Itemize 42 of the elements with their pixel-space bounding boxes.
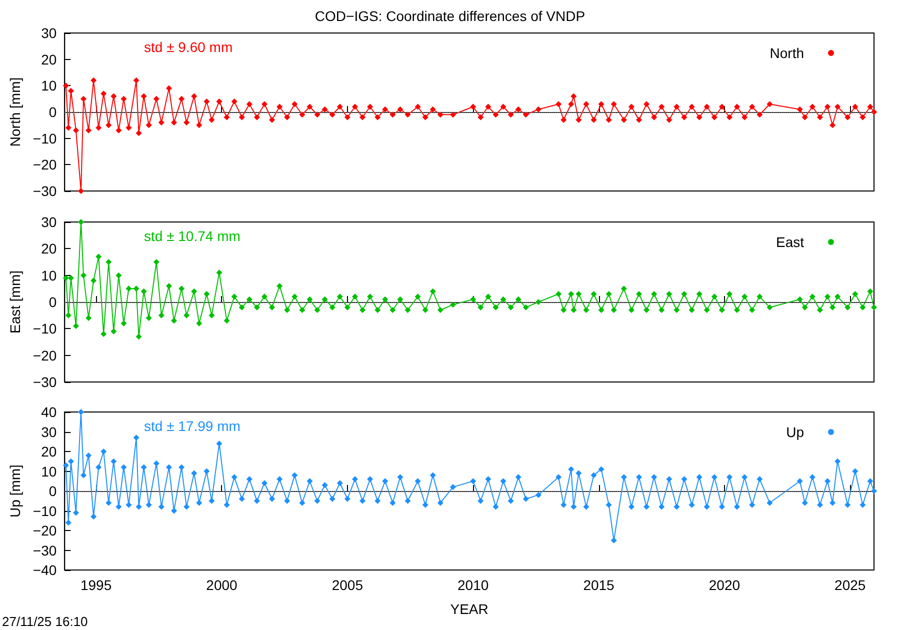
annotation: std ± 10.74 mm bbox=[144, 228, 240, 244]
y-tick-label: 0 bbox=[48, 483, 57, 499]
x-tick-label: 2010 bbox=[458, 577, 489, 593]
y-axis-title: East [mm] bbox=[7, 270, 23, 334]
y-tick-label: −30 bbox=[32, 542, 57, 558]
y-tick-label: 30 bbox=[41, 214, 57, 230]
y-tick-label: −20 bbox=[32, 347, 57, 364]
y-tick-label: 10 bbox=[41, 267, 57, 284]
y-tick-label: 20 bbox=[41, 240, 57, 257]
x-tick-label: 2005 bbox=[332, 577, 364, 593]
text: 27/11/25 16:10 bbox=[2, 614, 88, 629]
y-tick-label: 10 bbox=[41, 78, 57, 94]
y-axis-title: Up [mm] bbox=[7, 464, 23, 518]
legend-label: Up bbox=[786, 424, 804, 440]
x-tick-label: 2015 bbox=[583, 577, 615, 593]
y-tick-label: 20 bbox=[41, 444, 57, 460]
y-tick-label: −20 bbox=[32, 522, 57, 538]
y-tick-label: 10 bbox=[41, 463, 57, 480]
y-tick-label: −10 bbox=[32, 130, 57, 146]
y-tick-label: 20 bbox=[41, 51, 57, 68]
legend-label: East bbox=[776, 234, 804, 250]
chart-title: COD−IGS: Coordinate differences of VNDP bbox=[314, 8, 586, 24]
annotation: std ± 9.60 mm bbox=[144, 39, 233, 55]
y-tick-label: −10 bbox=[32, 502, 57, 519]
y-axis-title: North [mm] bbox=[7, 77, 23, 147]
y-tick-label: −30 bbox=[32, 374, 57, 390]
x-tick-label: 1995 bbox=[80, 577, 112, 593]
annotation: std ± 17.99 mm bbox=[144, 418, 240, 434]
y-tick-label: 40 bbox=[41, 404, 57, 420]
y-tick-label: −20 bbox=[32, 156, 57, 173]
y-tick-label: 0 bbox=[48, 104, 57, 120]
x-tick-label: 2000 bbox=[206, 577, 238, 593]
x-tick-label: 2025 bbox=[834, 577, 866, 593]
y-tick-label: −10 bbox=[32, 320, 57, 337]
x-axis-title: YEAR bbox=[450, 601, 488, 617]
y-tick-label: 30 bbox=[41, 424, 57, 440]
y-tick-label: 0 bbox=[48, 294, 57, 310]
x-tick-label: 2020 bbox=[708, 577, 740, 593]
legend-label: North bbox=[770, 45, 804, 61]
y-tick-label: 30 bbox=[41, 25, 57, 41]
y-tick-label: −40 bbox=[32, 562, 57, 578]
y-tick-label: −30 bbox=[32, 183, 57, 199]
